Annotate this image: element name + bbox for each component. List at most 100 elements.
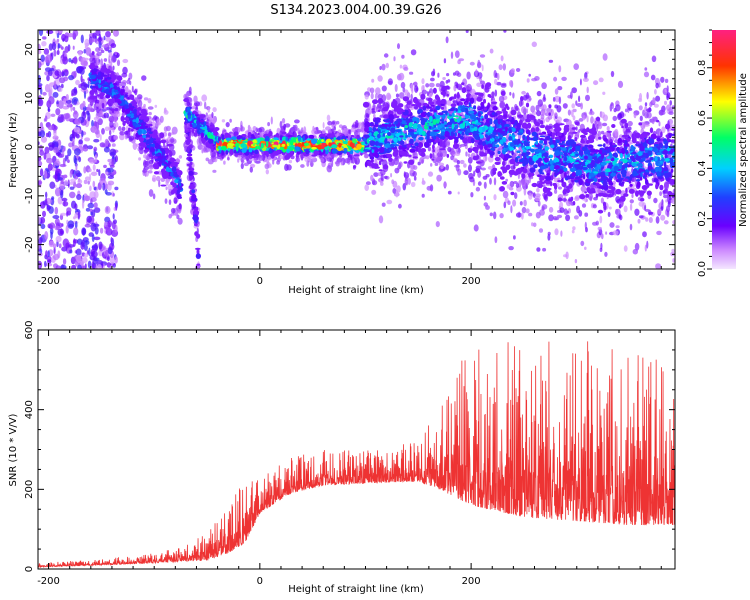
spectrogram-blob [60,190,64,199]
spectrogram-blob [77,50,83,56]
spectrogram-blob [69,249,73,254]
spectrogram-blob [302,135,306,142]
spectrogram-blob [78,139,83,145]
spectrogram-blob [61,70,65,77]
spectrogram-blob [300,164,305,168]
spectrogram-blob [305,149,310,155]
spectrogram-blob [325,126,331,131]
spectrogram-blob [90,98,94,106]
spectrogram-blob [399,150,406,156]
spectrogram-blob [39,130,46,138]
spectrogram-blob [60,180,64,184]
spectrogram-blob [231,136,237,141]
spectrogram-blob [40,223,46,230]
spectrogram-blob [328,142,332,147]
spectrogram-blob [412,96,418,104]
figure-title: S134.2023.004.00.39.G26 [270,3,441,18]
spectrogram-blob [411,134,417,139]
spectrogram-blob [70,178,76,183]
spectrogram-blob [385,62,389,69]
spectrogram-blob [205,141,210,147]
spectrogram-blob [139,116,144,120]
spectrogram-blob [456,102,460,106]
spectrogram-blob [435,83,440,88]
spectrogram-blob [194,231,199,237]
spectrogram-blob [436,119,440,124]
spectrogram-blob [93,236,101,241]
spectrogram-blob [167,183,174,192]
spectrogram-blob [281,118,286,124]
spectrogram-blob [388,161,395,167]
spectrogram-blob [122,80,127,85]
spectrogram-blob [111,143,116,147]
spectrogram-blob [84,137,91,142]
spectrogram-blob [401,54,405,59]
spectrogram-blob [67,179,70,188]
spectrogram-blob [370,158,374,163]
spectrogram-blob [410,93,413,101]
spectrogram-blob [160,139,167,144]
spectrogram-blob [326,157,333,162]
spectrogram-blob [264,163,270,170]
spectrogram-blob [68,118,76,123]
spectrogram-blob [107,49,112,53]
spectrogram-blob [404,104,407,110]
spectrogram-blob [73,70,77,78]
spectrogram-blob [50,231,53,240]
spectrogram-blob [59,71,62,78]
spectrogram-blob [88,158,96,164]
spectrogram-blob [122,117,129,120]
spectrogram-blob [89,173,92,183]
spectrogram-blob [378,169,383,172]
spectrogram-blob [134,104,138,108]
spectrogram-blob [119,105,123,109]
spectrogram-blob [44,67,52,72]
spectrogram-blob [57,114,65,122]
spectrogram-blob [308,134,315,139]
spectrogram-blob [393,100,398,106]
spectrogram-blob [64,35,69,43]
spectrogram-blob [107,220,112,228]
spectrogram-blob [63,174,68,179]
spectrogram-blob [98,41,102,49]
spectrogram-blob [51,41,57,51]
spectrogram-blob [399,64,403,69]
spectrogram-blob [437,152,442,157]
spectrogram-blob [76,194,82,200]
spectrogram-blob [383,53,389,58]
spectrogram-blob [45,54,53,64]
spectrogram-blob [54,218,60,226]
spectrogram-blob [343,147,348,152]
spectrogram-blob [74,220,78,229]
spectrogram-blob [44,231,49,240]
spectrogram-blob [39,201,46,209]
spectrogram-blob [409,138,414,145]
spectrogram-blob [44,84,51,93]
spectrogram-blob [410,49,417,56]
spectrogram-blob [65,94,69,101]
spectrogram-blob [420,93,426,100]
spectrogram-blob [303,145,306,149]
spectrogram-blob [441,85,448,91]
spectrogram-blob [421,78,425,85]
spectrogram-blob [393,56,396,62]
spectrogram-blob [429,153,433,159]
spectrogram-blob [212,107,217,113]
spectrogram-blob [110,70,114,76]
spectrogram-blob [129,121,133,126]
spectrogram-blob [331,148,338,154]
spectrogram-blob [364,184,370,192]
spectrogram-blob [287,134,293,138]
spectrogram-blob [241,147,247,153]
spectrogram-blob [43,152,47,160]
spectrogram-blob [83,60,88,67]
spectrogram-blob [84,240,90,246]
spectrogram-blob [425,155,430,160]
spectrogram-blob [93,146,98,152]
spectrogram-blob [404,177,408,186]
spectrogram-blob [73,154,77,164]
spectrogram-blob [89,57,94,62]
spectrogram-blob [454,136,457,143]
spectrogram-blob [56,50,60,55]
spectrogram-blob [96,168,99,173]
